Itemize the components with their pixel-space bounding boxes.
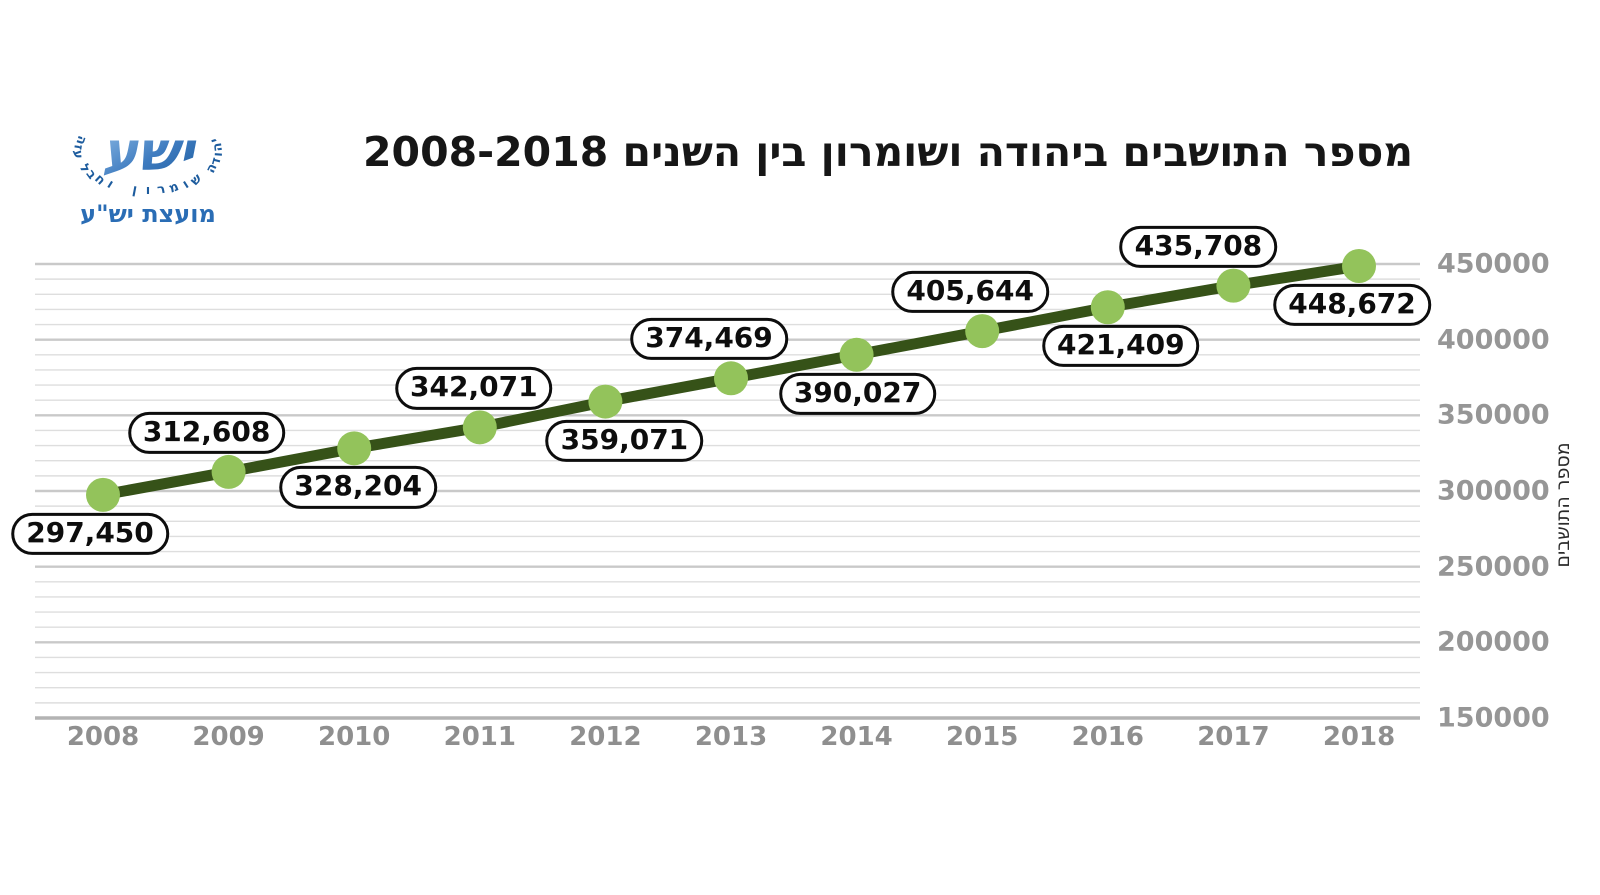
data-point-2016 bbox=[1090, 290, 1125, 325]
logo-arc-char: ו bbox=[146, 183, 150, 198]
data-point-2010 bbox=[337, 431, 372, 466]
data-label-pill-2013: 374,469 bbox=[630, 318, 788, 361]
data-point-2013 bbox=[714, 361, 748, 396]
logo-arc-char: ה bbox=[72, 134, 89, 147]
data-label-pill-2018: 448,672 bbox=[1273, 283, 1431, 327]
y-tick-label-350000: 350000 bbox=[1437, 399, 1550, 431]
y-tick-label-200000: 200000 bbox=[1437, 626, 1550, 658]
data-point-2009 bbox=[211, 454, 246, 489]
x-tick-label-2010: 2010 bbox=[318, 722, 391, 752]
logo-arc-char: ו bbox=[180, 177, 192, 192]
data-label-pill-2011: 342,071 bbox=[395, 367, 553, 410]
x-tick-label-2011: 2011 bbox=[443, 722, 516, 752]
logo-arc-char: ד bbox=[208, 156, 225, 167]
data-label-pill-2010: 328,204 bbox=[279, 466, 437, 509]
x-tick-label-2014: 2014 bbox=[820, 722, 893, 752]
y-tick-label-300000: 300000 bbox=[1437, 475, 1550, 507]
x-tick-label-2013: 2013 bbox=[694, 722, 768, 752]
y-tick-label-250000: 250000 bbox=[1437, 551, 1550, 583]
data-point-2008 bbox=[86, 477, 120, 512]
x-tick-label-2008: 2008 bbox=[66, 722, 140, 752]
logo-council-name: מועצת יש"ע bbox=[80, 200, 216, 228]
data-point-2011 bbox=[462, 410, 497, 445]
data-point-2017 bbox=[1216, 268, 1251, 303]
logo-brand-text: ישע bbox=[102, 120, 197, 183]
data-label-pill-2009: 312,608 bbox=[127, 411, 286, 454]
data-label-pill-2016: 421,409 bbox=[1042, 325, 1200, 368]
y-tick-label-450000: 450000 bbox=[1437, 248, 1550, 280]
data-point-2014 bbox=[839, 337, 874, 372]
y-axis-title: מספר התושבים bbox=[1552, 442, 1574, 568]
logo-arc-char: ו bbox=[104, 177, 116, 192]
y-tick-label-150000: 150000 bbox=[1437, 702, 1550, 734]
data-label-pill-2017: 435,708 bbox=[1119, 225, 1278, 268]
logo-arc-char: ר bbox=[156, 182, 167, 198]
logo-arc-char: ע bbox=[70, 150, 86, 160]
x-tick-label-2017: 2017 bbox=[1197, 722, 1270, 752]
logo-arc-char: ז bbox=[70, 144, 86, 151]
data-point-2012 bbox=[588, 384, 623, 419]
x-tick-label-2016: 2016 bbox=[1071, 722, 1144, 752]
logo-arc-char: ה bbox=[210, 142, 226, 153]
x-tick-label-2012: 2012 bbox=[569, 722, 642, 752]
x-tick-label-2018: 2018 bbox=[1322, 722, 1396, 752]
data-label-pill-2015: 405,644 bbox=[891, 271, 1049, 314]
data-label-pill-2014: 390,027 bbox=[778, 372, 937, 415]
x-tick-label-2009: 2009 bbox=[192, 722, 265, 752]
chart-title: מספר התושבים ביהודה ושומרון בין השנים 20… bbox=[363, 128, 1413, 176]
data-point-2015 bbox=[965, 314, 1000, 349]
logo-arc-char: י bbox=[207, 136, 222, 144]
data-label-pill-2012: 359,071 bbox=[545, 419, 704, 462]
data-point-2018 bbox=[1342, 249, 1376, 284]
y-tick-label-400000: 400000 bbox=[1437, 324, 1550, 356]
logo-arc-char: ו bbox=[211, 152, 226, 157]
data-label-pill-2008: 297,450 bbox=[11, 512, 169, 555]
logo-arc-char: ן bbox=[131, 182, 138, 198]
x-tick-label-2015: 2015 bbox=[946, 722, 1019, 752]
